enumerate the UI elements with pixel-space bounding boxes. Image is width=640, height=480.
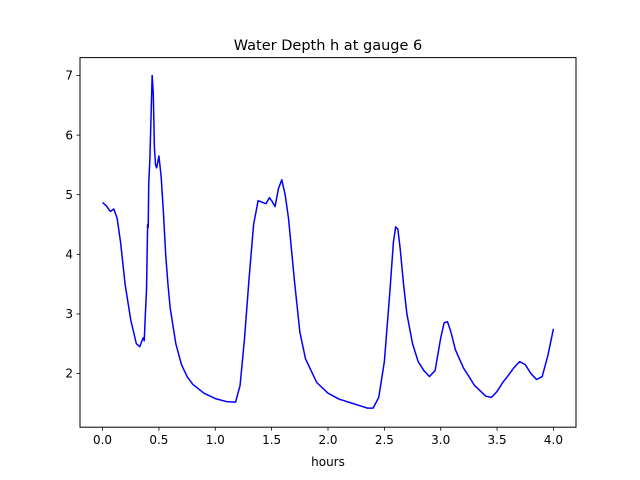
x-tick-label: 2.5 (375, 433, 394, 447)
x-axis-label: hours (311, 455, 345, 469)
y-tick-label: 7 (65, 69, 73, 83)
x-axis: 0.0 0.5 1.0 1.5 2.0 2.5 3.0 3.5 4.0 (93, 427, 563, 447)
x-tick-label: 1.5 (262, 433, 281, 447)
x-tick-label: 0.0 (93, 433, 112, 447)
series-line (102, 74, 555, 409)
y-tick-label: 4 (65, 248, 73, 262)
x-tick-label: 4.0 (544, 433, 563, 447)
y-axis: 2 3 4 5 6 7 (65, 69, 80, 381)
y-tick-label: 3 (65, 307, 73, 321)
x-tick-label: 2.0 (318, 433, 337, 447)
chart-title: Water Depth h at gauge 6 (234, 38, 422, 54)
x-tick-label: 3.5 (488, 433, 507, 447)
y-tick-label: 6 (65, 128, 73, 142)
x-tick-label: 0.5 (149, 433, 168, 447)
y-tick-label: 5 (65, 188, 73, 202)
x-tick-label: 1.0 (206, 433, 225, 447)
plot-series (102, 74, 555, 409)
y-tick-label: 2 (65, 367, 73, 381)
x-tick-label: 3.0 (431, 433, 450, 447)
